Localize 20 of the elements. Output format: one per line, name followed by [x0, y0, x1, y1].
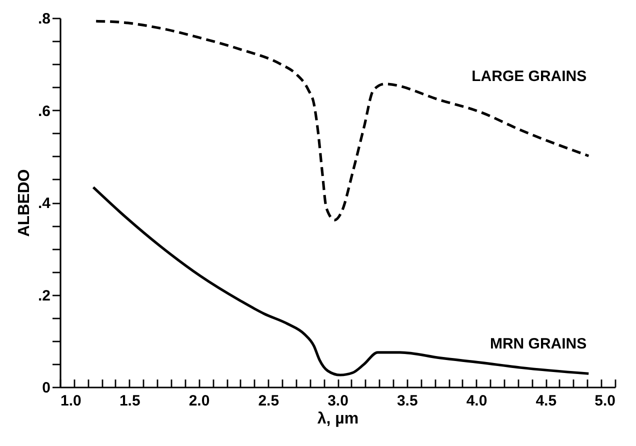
y-tick-label: 0: [42, 380, 50, 396]
series-label: LARGE GRAINS: [472, 68, 587, 85]
y-axis-title: ALBEDO: [16, 169, 33, 237]
x-axis-title: λ, µm: [317, 410, 359, 428]
line-series: [92, 186, 590, 376]
y-tick-label: .6: [38, 102, 50, 120]
x-tick-label: 4.5: [536, 392, 557, 410]
x-tick-label: 3.0: [328, 392, 348, 410]
line-series: [94, 20, 590, 222]
x-tick-label: 5.0: [594, 392, 616, 410]
x-tick-label: 2.0: [188, 392, 210, 410]
x-tick-label: 3.5: [396, 392, 418, 410]
x-tick-label: 1.5: [119, 392, 140, 410]
y-tick-label: .2: [38, 287, 50, 304]
y-tick-label: .8: [38, 10, 50, 28]
x-tick-label: 2.5: [258, 392, 280, 410]
x-tick-label: 1.0: [60, 392, 82, 410]
x-tick-label: 4.0: [466, 392, 488, 410]
series-label: MRN GRAINS: [490, 336, 587, 353]
y-tick-label: .4: [38, 195, 52, 212]
